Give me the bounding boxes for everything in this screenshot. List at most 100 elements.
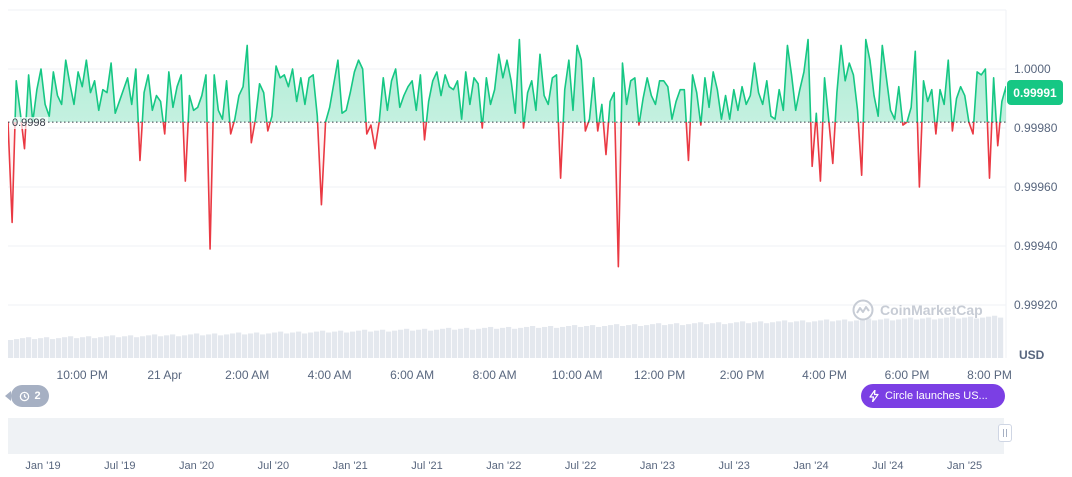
volume-bar	[68, 336, 74, 358]
volume-bar	[968, 316, 974, 358]
volume-bar	[692, 323, 698, 358]
volume-bar	[650, 324, 656, 358]
volume-bar	[230, 333, 236, 358]
volume-bar	[116, 337, 122, 358]
volume-bar	[44, 337, 50, 358]
volume-bar	[212, 333, 218, 358]
volume-bar	[8, 340, 14, 358]
volume-bar	[788, 322, 794, 358]
volume-bar	[758, 321, 764, 358]
navigator-tick-label: Jul '23	[718, 460, 750, 472]
volume-bar	[818, 320, 824, 358]
volume-bar	[608, 325, 614, 358]
volume-bar	[416, 329, 422, 358]
y-tick-label: 1.0000	[1014, 62, 1051, 76]
volume-bar	[236, 332, 242, 358]
volume-bar	[656, 323, 662, 358]
volume-bar	[152, 334, 158, 358]
volume-bar	[428, 330, 434, 358]
volume-bar	[266, 333, 272, 358]
volume-bar	[182, 335, 188, 358]
x-tick-label: 8:00 AM	[472, 368, 517, 382]
volume-bar	[980, 317, 986, 358]
volume-bar	[14, 339, 20, 358]
volume-bar	[686, 324, 692, 358]
volume-bar	[614, 324, 620, 358]
x-tick-label: 2:00 PM	[719, 368, 765, 382]
volume-bar	[404, 328, 410, 358]
volume-bar	[872, 320, 878, 358]
volume-bar	[560, 326, 566, 358]
navigator-tick-label: Jul '20	[257, 460, 290, 472]
volume-bar	[572, 325, 578, 358]
volume-bar	[440, 328, 446, 358]
navigator-tick-label: Jan '20	[179, 460, 215, 472]
volume-bar	[578, 326, 584, 358]
volume-bar	[482, 327, 488, 358]
x-tick-label: 21 Apr	[147, 368, 183, 382]
volume-bar	[290, 332, 296, 358]
volume-bar	[524, 326, 530, 358]
volume-bar	[998, 317, 1004, 358]
coinmarketcap-logo-icon	[852, 299, 874, 321]
volume-bar	[794, 321, 800, 358]
volume-bar	[434, 329, 440, 358]
navigator-tick-label: Jan '25	[947, 460, 983, 472]
volume-bar	[362, 329, 368, 358]
volume-bar	[638, 326, 644, 358]
volume-bar	[356, 330, 362, 358]
volume-bar	[752, 322, 758, 358]
volume-bar	[158, 336, 164, 358]
volume-bar	[218, 335, 224, 358]
volume-bar	[470, 329, 476, 358]
volume-bar	[278, 331, 284, 358]
event-label: Circle launches US...	[885, 390, 988, 402]
range-navigator[interactable]	[8, 418, 1004, 454]
volume-bar	[110, 335, 116, 358]
volume-bar	[368, 331, 374, 358]
volume-bar	[314, 331, 320, 358]
volume-bar	[506, 326, 512, 358]
volume-bar	[206, 334, 212, 358]
volume-bar	[338, 330, 344, 358]
volume-bar	[740, 321, 746, 358]
x-tick-label: 6:00 AM	[390, 368, 435, 382]
volume-bar	[392, 330, 398, 358]
volume-bar	[764, 323, 770, 358]
event-marker-button[interactable]: Circle launches US...	[861, 384, 1005, 408]
volume-bar	[536, 327, 542, 358]
volume-bar	[284, 333, 290, 358]
x-tick-label: 2:00 AM	[225, 368, 270, 382]
volume-bar	[704, 324, 710, 358]
volume-bar	[644, 325, 650, 358]
navigator-tick-label: Jan '21	[332, 460, 368, 472]
volume-bar	[170, 334, 176, 358]
volume-bar	[782, 320, 788, 358]
volume-bar	[602, 326, 608, 358]
volume-bar	[134, 337, 140, 358]
volume-bar	[122, 336, 128, 358]
volume-bar	[626, 325, 632, 358]
volume-bar	[224, 334, 230, 358]
range-navigator-handle[interactable]	[998, 424, 1012, 442]
volume-bar	[248, 333, 254, 358]
volume-bar	[500, 327, 506, 358]
volume-bar	[374, 330, 380, 358]
watermark-text: CoinMarketCap	[880, 302, 983, 318]
volume-bar	[452, 329, 458, 358]
coinmarketcap-watermark: CoinMarketCap	[852, 299, 983, 321]
volume-bar	[200, 335, 206, 358]
volume-bar	[518, 327, 524, 358]
volume-bar	[596, 326, 602, 358]
volume-bar	[188, 334, 194, 358]
x-tick-label: 6:00 PM	[884, 368, 930, 382]
volume-bar	[512, 328, 518, 358]
price-line	[8, 38, 1006, 268]
volume-bar	[464, 327, 470, 358]
history-button[interactable]: 2	[5, 385, 49, 407]
volume-bar	[716, 322, 722, 358]
volume-bar	[104, 336, 110, 358]
volume-bar	[734, 322, 740, 358]
volume-bar	[332, 331, 338, 358]
